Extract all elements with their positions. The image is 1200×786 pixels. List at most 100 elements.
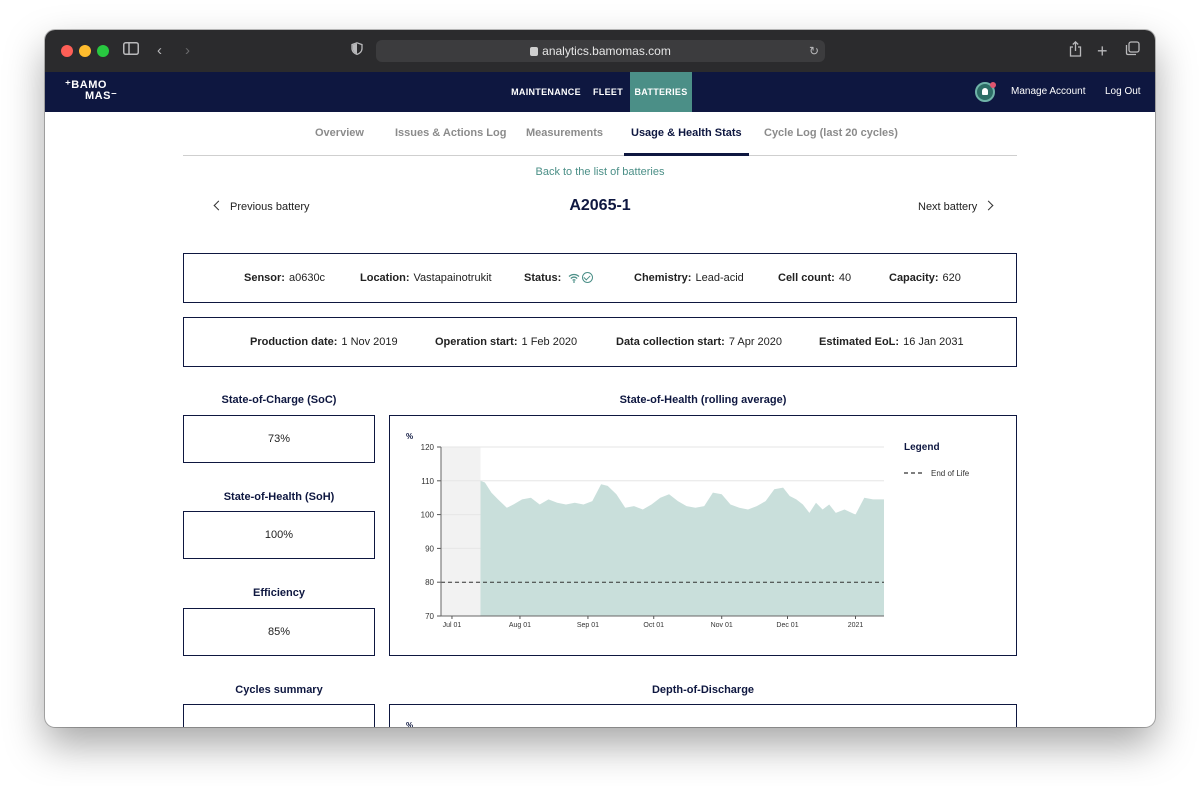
y-tick-label: 90 — [425, 544, 434, 553]
chemistry-info: Chemistry: Lead-acid — [634, 254, 744, 302]
capacity-label: Capacity: — [889, 272, 939, 284]
next-battery-button[interactable]: Next battery — [918, 200, 994, 213]
x-tick-label: Sep 01 — [577, 622, 599, 629]
logo-line-2: MAS⁻ — [85, 90, 118, 102]
manage-account-link[interactable]: Manage Account — [1011, 86, 1086, 97]
efficiency-title: Efficiency — [253, 587, 305, 599]
share-icon[interactable] — [1069, 40, 1082, 63]
data-collection-start-info: Data collection start: 7 Apr 2020 — [616, 318, 782, 366]
battery-id-title: A2065-1 — [569, 197, 631, 214]
dod-y-unit-label: % — [406, 721, 414, 727]
location-info: Location: Vastapainotrukit — [360, 254, 492, 302]
check-circle-icon — [582, 272, 594, 283]
status-info: Status: — [524, 254, 594, 304]
sensor-label: Sensor: — [244, 272, 285, 284]
chemistry-value: Lead-acid — [695, 272, 744, 284]
efficiency-value-box: 85% — [183, 608, 375, 656]
dod-chart-title: Depth-of-Discharge — [651, 684, 755, 696]
notification-bell-icon[interactable] — [975, 82, 996, 102]
data-collection-start-label: Data collection start: — [616, 336, 725, 348]
y-tick-label: 110 — [421, 477, 434, 486]
chevron-right-icon — [983, 200, 994, 211]
soh-area-series — [480, 480, 884, 616]
cell-count-info: Cell count: 40 — [778, 254, 851, 302]
battery-tabs: Overview Issues & Actions Log Measuremen… — [183, 112, 1017, 156]
y-tick-label: 100 — [421, 511, 435, 520]
notification-dot — [990, 82, 996, 88]
sensor-value: a0630c — [288, 272, 326, 284]
tab-usage-health-stats[interactable]: Usage & Health Stats — [624, 112, 749, 156]
bamomas-logo[interactable]: ⁺BAMO MAS⁻ — [65, 80, 117, 102]
data-collection-start-value: 7 Apr 2020 — [728, 336, 783, 348]
previous-battery-button[interactable]: Previous battery — [213, 200, 310, 213]
forward-arrow-icon[interactable]: › — [185, 42, 190, 59]
top-navigation: ⁺BAMO MAS⁻ MAINTENANCE FLEET BATTERIES M… — [45, 72, 1155, 112]
cell-count-label: Cell count: — [778, 272, 835, 284]
operation-start-label: Operation start: — [435, 336, 518, 348]
estimated-eol-value: 16 Jan 2031 — [903, 336, 964, 348]
y-unit-label: % — [406, 432, 413, 441]
dod-chart-container: % — [389, 704, 1017, 727]
nav-batteries[interactable]: BATTERIES — [630, 72, 692, 112]
x-tick-label: Aug 01 — [509, 622, 531, 629]
no-data-region — [441, 447, 481, 616]
production-date-label: Production date: — [250, 336, 338, 348]
soc-title: State-of-Charge (SoC) — [221, 394, 337, 406]
operation-start-value: 1 Feb 2020 — [521, 336, 578, 348]
soc-value-box: 73% — [183, 415, 375, 463]
battery-info-row-2: Production date: 1 Nov 2019 Operation sta… — [183, 317, 1017, 367]
soh-chart-title: State-of-Health (rolling average) — [619, 394, 787, 406]
tab-overview-icon[interactable] — [1125, 41, 1140, 62]
tab-issues-actions-log[interactable]: Issues & Actions Log — [395, 127, 507, 139]
status-label: Status: — [524, 272, 562, 284]
logo-line-1: ⁺BAMO — [65, 79, 107, 91]
nav-maintenance[interactable]: MAINTENANCE — [511, 87, 581, 97]
capacity-info: Capacity: 620 — [889, 254, 961, 302]
sensor-info: Sensor: a0630c — [244, 254, 325, 302]
soh-chart-container: 70 80 90 100 110 120 Jul 01 Aug 01 Sep 01 Oct 01 N… — [389, 415, 1017, 656]
cycles-summary-box — [183, 704, 375, 727]
new-tab-icon[interactable]: + — [1097, 41, 1108, 61]
soh-chart: 70 80 90 100 110 120 Jul 01 Aug 01 Sep 01 Oct 01 N… — [406, 432, 970, 629]
next-battery-label: Next battery — [918, 201, 978, 213]
x-tick-label: Dec 01 — [776, 622, 798, 629]
legend-end-of-life-label: End of Life — [931, 469, 970, 478]
soh-value-box: 100% — [183, 511, 375, 559]
x-tick-label: Nov 01 — [711, 622, 733, 629]
tab-cycle-log[interactable]: Cycle Log (last 20 cycles) — [764, 127, 898, 139]
lock-icon — [530, 47, 539, 56]
x-tick-label: 2021 — [848, 622, 864, 629]
y-tick-label: 80 — [425, 578, 434, 587]
nav-fleet[interactable]: FLEET — [593, 87, 623, 97]
location-value: Vastapainotrukit — [413, 272, 492, 284]
shield-icon[interactable] — [351, 41, 363, 61]
browser-window: ‹ › analytics.bamomas.com ↻ + ⁺BAMO MAS⁻… — [45, 30, 1155, 727]
back-arrow-icon[interactable]: ‹ — [157, 42, 162, 59]
close-window-button[interactable] — [61, 45, 73, 57]
production-date-value: 1 Nov 2019 — [341, 336, 398, 348]
browser-titlebar: ‹ › analytics.bamomas.com ↻ + — [45, 30, 1155, 72]
reload-icon[interactable]: ↻ — [808, 44, 819, 58]
cycles-summary-title: Cycles summary — [235, 684, 323, 696]
sidebar-icon[interactable] — [123, 41, 139, 61]
maximize-window-button[interactable] — [97, 45, 109, 57]
tab-overview[interactable]: Overview — [315, 127, 364, 139]
x-tick-label: Jul 01 — [443, 622, 462, 629]
legend-title: Legend — [904, 442, 940, 453]
capacity-value: 620 — [942, 272, 961, 284]
minimize-window-button[interactable] — [79, 45, 91, 57]
back-to-batteries-link[interactable]: Back to the list of batteries — [535, 166, 665, 178]
estimated-eol-label: Estimated EoL: — [819, 336, 900, 348]
address-bar[interactable]: analytics.bamomas.com ↻ — [376, 40, 825, 62]
x-tick-label: Oct 01 — [643, 622, 664, 629]
location-label: Location: — [360, 272, 410, 284]
logout-link[interactable]: Log Out — [1105, 86, 1141, 97]
wifi-icon — [568, 256, 580, 304]
y-tick-label: 120 — [421, 443, 435, 452]
soh-title: State-of-Health (SoH) — [223, 491, 335, 503]
previous-battery-label: Previous battery — [230, 201, 310, 213]
y-tick-label: 70 — [425, 612, 434, 621]
tab-measurements[interactable]: Measurements — [526, 127, 604, 139]
battery-info-row-1: Sensor: a0630c Location: Vastapainotrukit … — [183, 253, 1017, 303]
chemistry-label: Chemistry: — [634, 272, 692, 284]
